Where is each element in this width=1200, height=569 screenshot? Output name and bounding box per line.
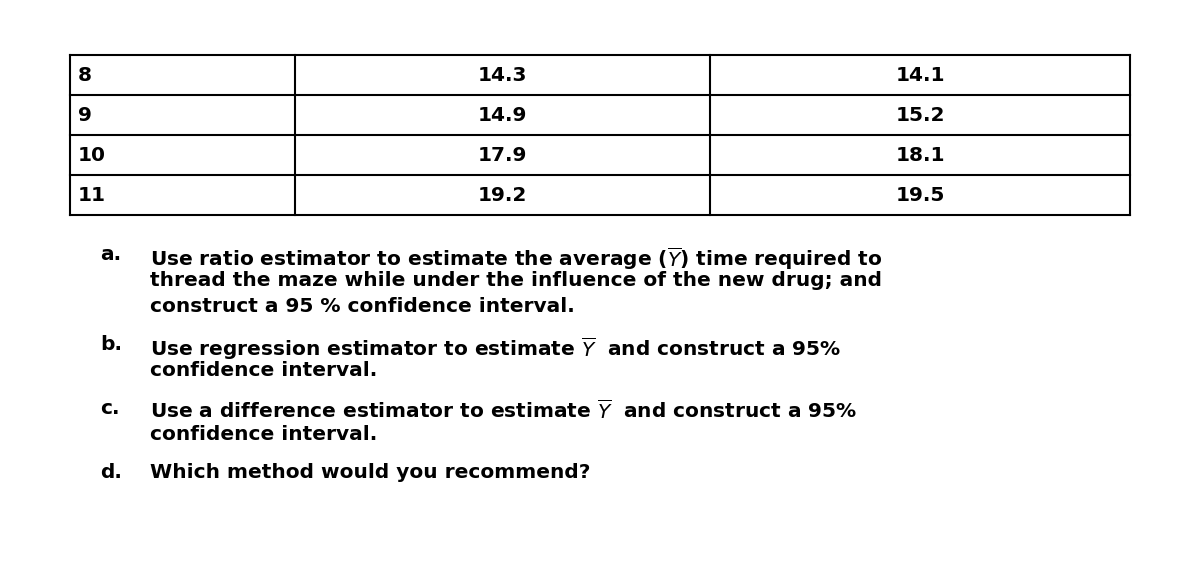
- Text: 11: 11: [78, 185, 106, 204]
- Text: d.: d.: [100, 463, 122, 482]
- Text: 9: 9: [78, 105, 92, 125]
- Text: 15.2: 15.2: [895, 105, 944, 125]
- Text: 18.1: 18.1: [895, 146, 944, 164]
- Text: thread the maze while under the influence of the new drug; and: thread the maze while under the influenc…: [150, 271, 882, 290]
- Text: Use ratio estimator to estimate the average ($\overline{Y}$) time required to: Use ratio estimator to estimate the aver…: [150, 245, 882, 272]
- Text: a.: a.: [100, 245, 121, 264]
- Text: 19.2: 19.2: [478, 185, 527, 204]
- Text: Use regression estimator to estimate $\overline{Y}$  and construct a 95%: Use regression estimator to estimate $\o…: [150, 335, 841, 362]
- Text: 19.5: 19.5: [895, 185, 944, 204]
- Text: confidence interval.: confidence interval.: [150, 425, 377, 444]
- Text: b.: b.: [100, 335, 122, 354]
- Text: Use a difference estimator to estimate $\overline{Y}$  and construct a 95%: Use a difference estimator to estimate $…: [150, 399, 857, 423]
- Text: 14.1: 14.1: [895, 65, 944, 85]
- Text: construct a 95 % confidence interval.: construct a 95 % confidence interval.: [150, 297, 575, 316]
- Text: 14.3: 14.3: [478, 65, 527, 85]
- Text: c.: c.: [100, 399, 120, 418]
- Text: 10: 10: [78, 146, 106, 164]
- Text: confidence interval.: confidence interval.: [150, 361, 377, 380]
- Text: 8: 8: [78, 65, 92, 85]
- Text: 17.9: 17.9: [478, 146, 527, 164]
- Text: Which method would you recommend?: Which method would you recommend?: [150, 463, 590, 482]
- Text: 14.9: 14.9: [478, 105, 527, 125]
